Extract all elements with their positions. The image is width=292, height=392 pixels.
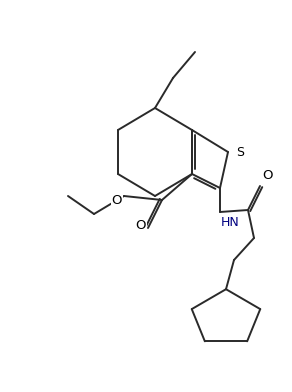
- Text: S: S: [236, 145, 244, 158]
- Text: O: O: [135, 219, 146, 232]
- Text: O: O: [262, 169, 272, 182]
- Text: HN: HN: [221, 216, 240, 229]
- Text: O: O: [112, 194, 122, 207]
